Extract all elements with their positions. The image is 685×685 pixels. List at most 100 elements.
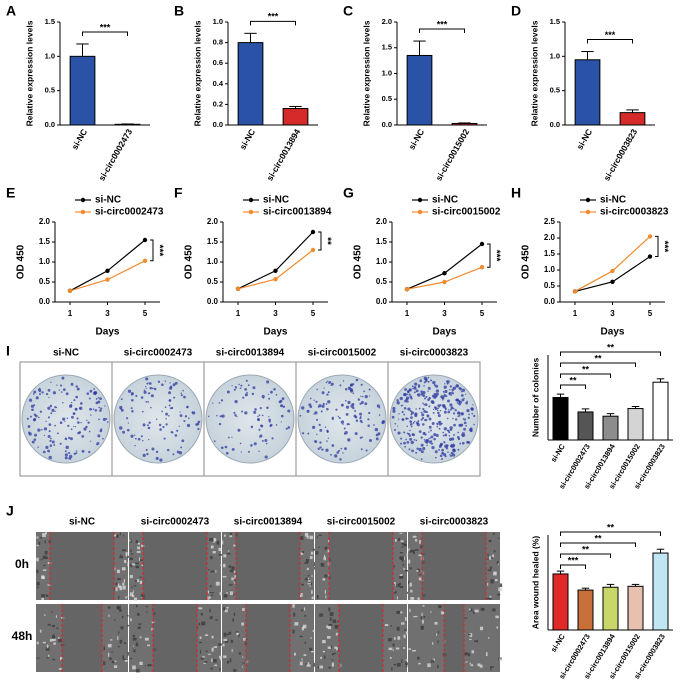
colony [423, 403, 426, 406]
colony [435, 384, 439, 388]
cell-texture [209, 585, 212, 588]
significance-label: *** [268, 12, 279, 22]
colony [77, 421, 80, 424]
bar [69, 55, 96, 126]
cell-texture [305, 577, 308, 580]
colony [324, 426, 327, 428]
cell-texture [324, 574, 328, 578]
colony [89, 389, 93, 393]
cell-texture [228, 584, 233, 586]
cell-texture [492, 533, 495, 535]
colony [461, 413, 464, 416]
cell-texture [468, 634, 471, 636]
colony [319, 441, 322, 444]
significance-bracket [560, 531, 661, 536]
cell-texture [234, 579, 237, 583]
cell-texture [118, 631, 120, 634]
colony [43, 427, 48, 431]
colony [47, 434, 51, 439]
colony [86, 392, 90, 395]
y-tick-label: 0.0 [550, 120, 560, 129]
colony [287, 409, 291, 413]
cell-texture [103, 661, 106, 665]
cell-texture [329, 612, 334, 617]
colony [100, 428, 103, 431]
bar [652, 381, 669, 441]
colony [407, 432, 410, 436]
cell-texture [49, 638, 53, 642]
colony [307, 432, 310, 435]
x-tick-label: 5 [648, 309, 653, 318]
cell-texture [327, 635, 331, 639]
colony [28, 398, 33, 402]
colony [30, 404, 35, 408]
colony [403, 406, 407, 410]
cell-texture [230, 639, 234, 643]
colony [253, 410, 257, 414]
colony [216, 414, 218, 417]
colony [355, 419, 359, 422]
row-label: 0h [15, 557, 29, 571]
cell-texture [209, 592, 214, 594]
colony [397, 425, 399, 427]
colony [142, 439, 144, 442]
colony [33, 390, 37, 394]
colony [325, 448, 329, 452]
y-tick-label: 1.5 [544, 249, 556, 258]
colony [120, 398, 123, 401]
colony [416, 447, 419, 450]
colony [415, 408, 417, 410]
significance-label: ** [607, 522, 615, 532]
colony [67, 424, 70, 427]
colony [422, 447, 426, 451]
colony [430, 400, 435, 404]
cell-texture [334, 646, 337, 649]
cell-texture [489, 597, 492, 600]
cell-texture [403, 634, 406, 639]
colony [410, 440, 414, 445]
colony [316, 433, 318, 436]
legend-label: si-NC [95, 195, 121, 206]
cell-texture [139, 636, 142, 639]
cell-texture [241, 622, 244, 626]
cell-texture [401, 542, 405, 545]
y-tick-label: 0.0 [376, 297, 388, 306]
colony [394, 428, 397, 431]
cell-texture [131, 586, 133, 589]
colony [443, 410, 447, 414]
cell-texture [110, 639, 113, 641]
cell-texture [122, 585, 126, 590]
colony [472, 404, 474, 406]
colony [335, 408, 338, 411]
cell-texture [408, 648, 412, 650]
y-tick-label: 0.5 [376, 277, 388, 286]
colony [442, 431, 444, 434]
colony [121, 410, 123, 412]
cell-texture [316, 595, 319, 599]
colony [326, 440, 328, 442]
cell-texture [123, 642, 127, 644]
cell-texture [496, 560, 499, 565]
colony [456, 436, 460, 439]
cell-texture [130, 618, 132, 622]
colony [181, 439, 185, 443]
cell-texture [131, 563, 136, 566]
cell-texture [292, 604, 295, 608]
colony [447, 451, 449, 453]
cell-texture [432, 658, 435, 661]
colony [403, 392, 407, 397]
colony [58, 389, 61, 391]
colony [433, 392, 437, 396]
colony [437, 404, 440, 407]
colony [29, 415, 32, 418]
colony [39, 410, 43, 413]
cell-texture [492, 554, 495, 558]
data-point [610, 268, 615, 274]
colony [415, 451, 418, 454]
cell-texture [420, 545, 424, 548]
cell-texture [317, 546, 320, 548]
colony [59, 442, 62, 445]
cell-texture [122, 582, 125, 586]
colony [143, 390, 147, 394]
cell-texture [333, 652, 336, 655]
